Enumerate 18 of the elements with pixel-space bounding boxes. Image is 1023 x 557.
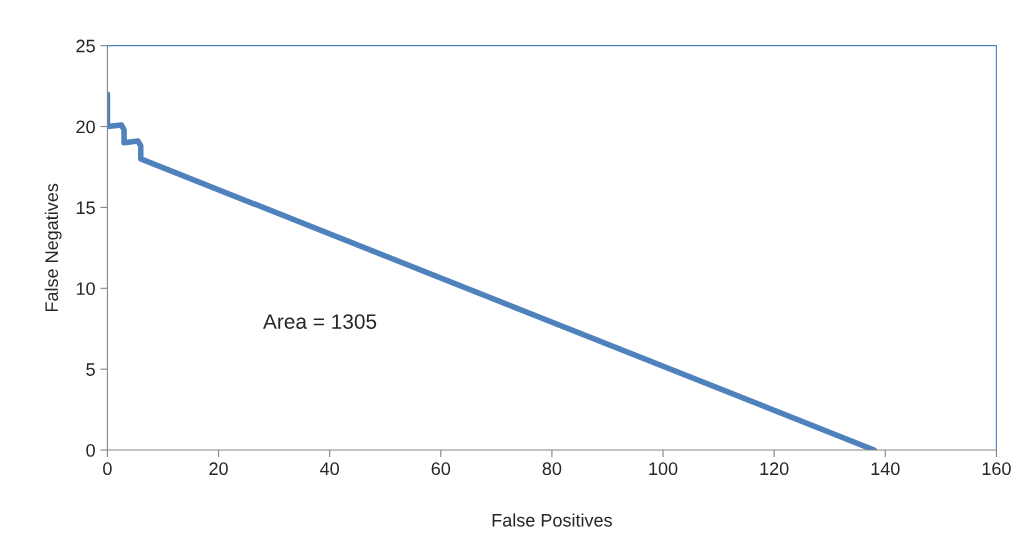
annotation: Area = 1305 <box>263 314 377 329</box>
x-tick-label: 40 <box>320 462 339 476</box>
y-tick-label: 0 <box>86 443 95 457</box>
x-tick-label: 140 <box>871 462 900 476</box>
x-tick-label: 20 <box>209 462 228 476</box>
x-tick-label: 80 <box>542 462 562 476</box>
x-tick-label: 160 <box>982 462 1011 476</box>
x-tick-label: 100 <box>649 462 678 476</box>
x-tick-label: 0 <box>103 462 112 476</box>
y-tick-label: 25 <box>76 39 95 53</box>
y-tick-label: 15 <box>76 201 95 215</box>
y-tick-label: 10 <box>76 282 95 296</box>
y-tick-label: 5 <box>86 363 95 376</box>
y-tick-label: 20 <box>76 120 95 134</box>
x-tick-label: 120 <box>760 462 789 476</box>
x-axis-title: False Positives <box>492 513 612 527</box>
x-tick-label: 60 <box>431 462 451 476</box>
y-axis-title: False Negatives <box>44 183 62 312</box>
